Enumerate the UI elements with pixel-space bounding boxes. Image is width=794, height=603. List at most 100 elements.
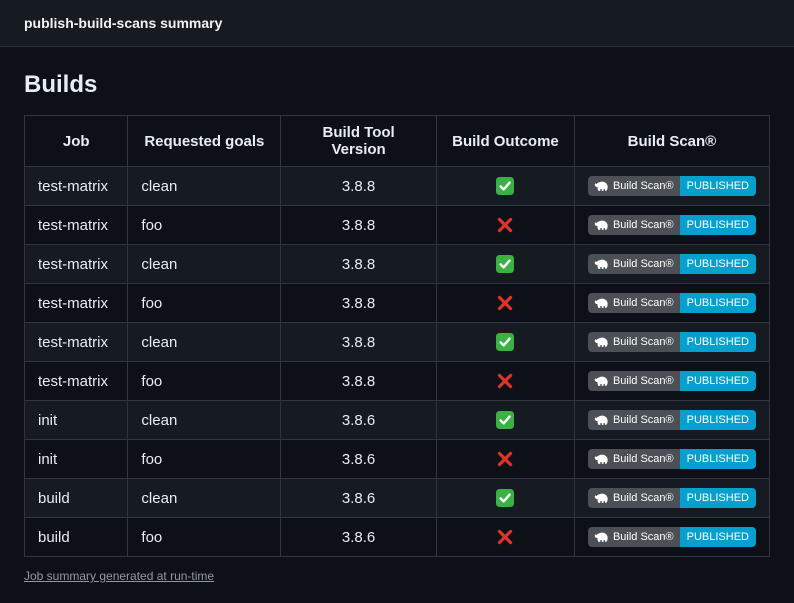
badge-status: PUBLISHED <box>679 488 756 508</box>
badge-label: Build Scan® <box>587 371 680 391</box>
table-row: init clean 3.8.6 Build Scan® PUBLISHED <box>23 400 771 440</box>
build-tool-version-cell: 3.8.8 <box>280 283 437 323</box>
build-scan-badge[interactable]: Build Scan® PUBLISHED <box>587 449 756 469</box>
job-cell: test-matrix <box>23 244 129 284</box>
requested-goals-cell: foo <box>127 361 282 401</box>
badge-label: Build Scan® <box>587 449 680 469</box>
build-scan-cell: Build Scan® PUBLISHED <box>573 439 771 479</box>
build-outcome-cell <box>435 439 575 479</box>
badge-label-text: Build Scan® <box>612 453 674 465</box>
gradle-elephant-icon <box>594 259 608 269</box>
table-row: build clean 3.8.6 Build Scan® PUBLISHED <box>23 478 771 518</box>
build-scan-badge[interactable]: Build Scan® PUBLISHED <box>587 254 756 274</box>
requested-goals-cell: foo <box>127 517 282 557</box>
content-area: Builds Job Requested goals Build Tool Vers… <box>0 47 794 603</box>
job-cell: test-matrix <box>23 361 129 401</box>
table-row: test-matrix clean 3.8.8 Build Scan® PUBLISHE… <box>23 322 771 362</box>
job-cell: init <box>23 439 129 479</box>
build-scan-cell: Build Scan® PUBLISHED <box>573 244 771 284</box>
build-scan-badge[interactable]: Build Scan® PUBLISHED <box>587 410 756 430</box>
column-header-build-scan: Build Scan® <box>573 115 771 167</box>
failure-icon <box>496 216 514 234</box>
badge-status: PUBLISHED <box>679 371 756 391</box>
summary-header: publish-build-scans summary <box>0 0 794 47</box>
job-cell: build <box>23 478 129 518</box>
gradle-elephant-icon <box>594 454 608 464</box>
badge-label: Build Scan® <box>587 332 680 352</box>
table-head: Job Requested goals Build Tool Version Buil… <box>23 115 771 167</box>
success-icon <box>496 177 515 196</box>
badge-status: PUBLISHED <box>679 176 756 196</box>
build-scan-cell: Build Scan® PUBLISHED <box>573 400 771 440</box>
job-summary-link[interactable]: Job summary generated at run-time <box>24 569 215 583</box>
job-cell: test-matrix <box>23 283 129 323</box>
column-header-requested-goals: Requested goals <box>127 115 282 167</box>
table-row: test-matrix foo 3.8.8 Build Scan® PUBLISHED <box>23 361 771 401</box>
gradle-elephant-icon <box>594 415 608 425</box>
requested-goals-cell: clean <box>127 322 282 362</box>
badge-label: Build Scan® <box>587 176 680 196</box>
build-scan-cell: Build Scan® PUBLISHED <box>573 517 771 557</box>
success-icon <box>496 255 515 274</box>
build-scan-badge[interactable]: Build Scan® PUBLISHED <box>587 371 756 391</box>
table-row: test-matrix clean 3.8.8 Build Scan® PUBLISHE… <box>23 244 771 284</box>
badge-label-text: Build Scan® <box>612 414 674 426</box>
build-scan-badge[interactable]: Build Scan® PUBLISHED <box>587 176 756 196</box>
gradle-elephant-icon <box>594 376 608 386</box>
build-scan-badge[interactable]: Build Scan® PUBLISHED <box>587 488 756 508</box>
column-header-build-outcome: Build Outcome <box>435 115 575 167</box>
badge-label: Build Scan® <box>587 488 680 508</box>
requested-goals-cell: clean <box>127 244 282 284</box>
success-icon <box>496 333 515 352</box>
requested-goals-cell: foo <box>127 439 282 479</box>
badge-label: Build Scan® <box>587 254 680 274</box>
gradle-elephant-icon <box>594 337 608 347</box>
build-outcome-cell <box>435 400 575 440</box>
column-header-build-tool-version: Build Tool Version <box>280 115 437 167</box>
gradle-elephant-icon <box>594 298 608 308</box>
section-title: Builds <box>24 71 98 98</box>
failure-icon <box>496 528 514 546</box>
build-scan-badge[interactable]: Build Scan® PUBLISHED <box>587 215 756 235</box>
badge-label: Build Scan® <box>587 527 680 547</box>
success-icon <box>496 489 515 508</box>
header-row: Job Requested goals Build Tool Version Buil… <box>23 115 771 167</box>
build-tool-version-cell: 3.8.8 <box>280 322 437 362</box>
badge-status: PUBLISHED <box>679 254 756 274</box>
build-outcome-cell <box>435 244 575 284</box>
badge-label-text: Build Scan® <box>612 336 674 348</box>
badge-status: PUBLISHED <box>679 293 756 313</box>
build-tool-version-cell: 3.8.6 <box>280 439 437 479</box>
badge-status: PUBLISHED <box>679 410 756 430</box>
badge-label-text: Build Scan® <box>612 375 674 387</box>
badge-status: PUBLISHED <box>679 215 756 235</box>
badge-label-text: Build Scan® <box>612 297 674 309</box>
build-scan-badge[interactable]: Build Scan® PUBLISHED <box>587 293 756 313</box>
build-tool-version-cell: 3.8.8 <box>280 244 437 284</box>
table-row: build foo 3.8.6 Build Scan® PUBLISHED <box>23 517 771 557</box>
build-scan-cell: Build Scan® PUBLISHED <box>573 205 771 245</box>
build-scan-cell: Build Scan® PUBLISHED <box>573 322 771 362</box>
build-scan-badge[interactable]: Build Scan® PUBLISHED <box>587 527 756 547</box>
badge-label: Build Scan® <box>587 215 680 235</box>
build-tool-version-cell: 3.8.8 <box>280 205 437 245</box>
build-scan-badge[interactable]: Build Scan® PUBLISHED <box>587 332 756 352</box>
table-body: test-matrix clean 3.8.8 Build Scan® PUBLISHE… <box>23 166 771 557</box>
badge-status: PUBLISHED <box>679 527 756 547</box>
badge-label: Build Scan® <box>587 293 680 313</box>
build-tool-version-cell: 3.8.8 <box>280 361 437 401</box>
build-scan-cell: Build Scan® PUBLISHED <box>573 361 771 401</box>
badge-label-text: Build Scan® <box>612 492 674 504</box>
table-row: test-matrix foo 3.8.8 Build Scan® PUBLISHED <box>23 205 771 245</box>
build-outcome-cell <box>435 166 575 206</box>
badge-label-text: Build Scan® <box>612 180 674 192</box>
requested-goals-cell: clean <box>127 166 282 206</box>
gradle-elephant-icon <box>594 220 608 230</box>
badge-label-text: Build Scan® <box>612 219 674 231</box>
build-outcome-cell <box>435 322 575 362</box>
badge-status: PUBLISHED <box>679 449 756 469</box>
badge-label-text: Build Scan® <box>612 531 674 543</box>
failure-icon <box>496 294 514 312</box>
badge-status: PUBLISHED <box>679 332 756 352</box>
job-cell: init <box>23 400 129 440</box>
